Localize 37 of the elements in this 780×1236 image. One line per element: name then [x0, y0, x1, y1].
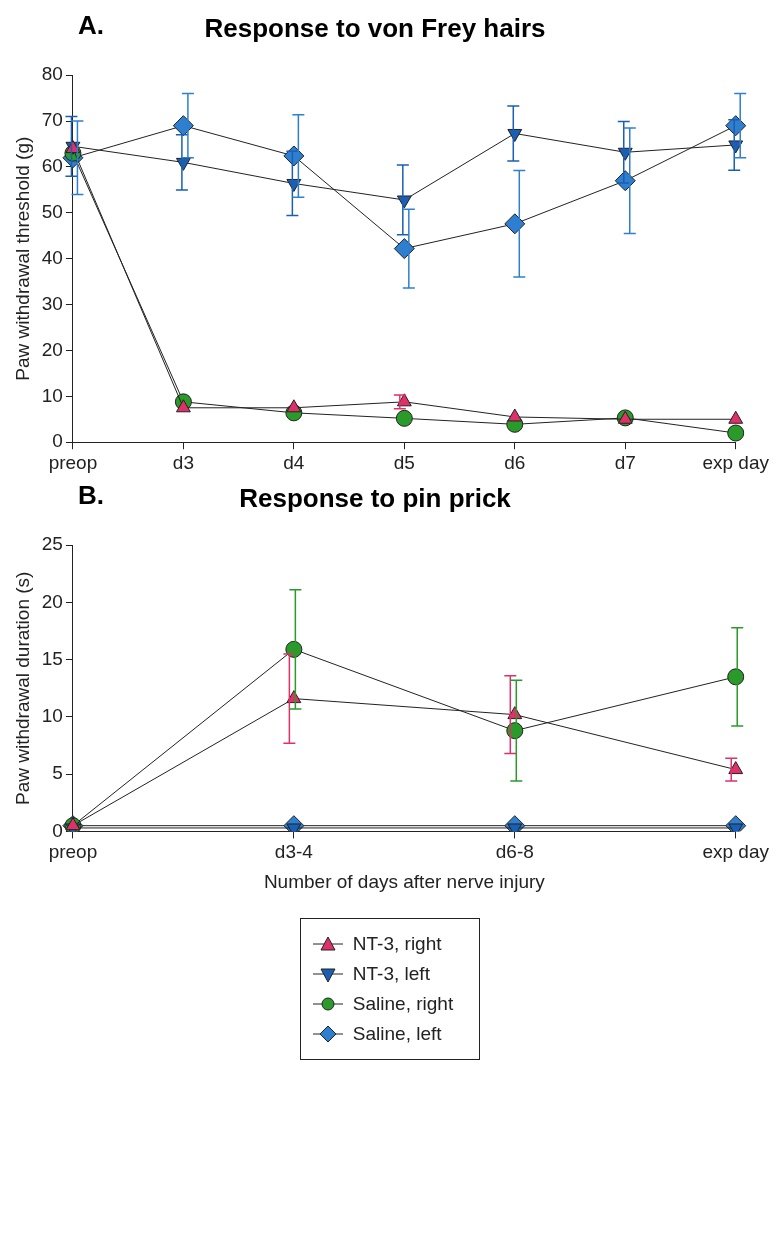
x-tick-label: d4 [283, 451, 305, 473]
x-tick-label: d3 [172, 451, 194, 473]
y-tick-label: 30 [41, 292, 63, 314]
x-tick-label: d6-8 [495, 841, 534, 863]
x-tick-label: exp day [702, 841, 770, 863]
legend-label: Saline, left [352, 1023, 442, 1045]
y-tick-label: 50 [41, 201, 63, 223]
y-tick-label: 5 [52, 762, 63, 784]
x-tick-label: d3-4 [274, 841, 314, 863]
y-tick-label: 80 [41, 63, 63, 85]
x-tick-label: d7 [614, 451, 636, 473]
y-tick-label: 60 [41, 155, 63, 177]
legend-label: NT-3, left [352, 963, 430, 985]
x-tick-label: preop [48, 841, 98, 863]
y-tick-label: 70 [41, 109, 63, 131]
x-tick-label: preop [48, 451, 98, 473]
y-tick-label: 40 [41, 246, 63, 268]
y-tick-label: 0 [52, 430, 63, 452]
x-tick-label: d5 [393, 451, 415, 473]
x-tick-label: d6 [504, 451, 526, 473]
legend-label: NT-3, right [352, 933, 442, 955]
x-tick-label: exp day [702, 451, 770, 473]
y-tick-label: 0 [52, 819, 63, 841]
text: A. [78, 10, 104, 41]
y-tick-label: 25 [41, 533, 63, 555]
y-tick-label: 15 [41, 647, 63, 669]
y-axis-title: Paw withdrawal threshold (g) [11, 136, 33, 381]
y-tick-label: 20 [41, 590, 63, 612]
text: B. [78, 480, 104, 511]
chart-title: Response to pin prick [239, 482, 512, 513]
y-tick-label: 20 [41, 338, 63, 360]
y-tick-label: 10 [41, 384, 63, 406]
y-axis-title: Paw withdrawal duration (s) [11, 571, 33, 805]
x-axis-title: Number of days after nerve injury [263, 870, 546, 892]
y-tick-label: 10 [41, 705, 63, 727]
chart-title: Response to von Frey hairs [204, 12, 546, 43]
legend-label: Saline, right [352, 993, 454, 1015]
